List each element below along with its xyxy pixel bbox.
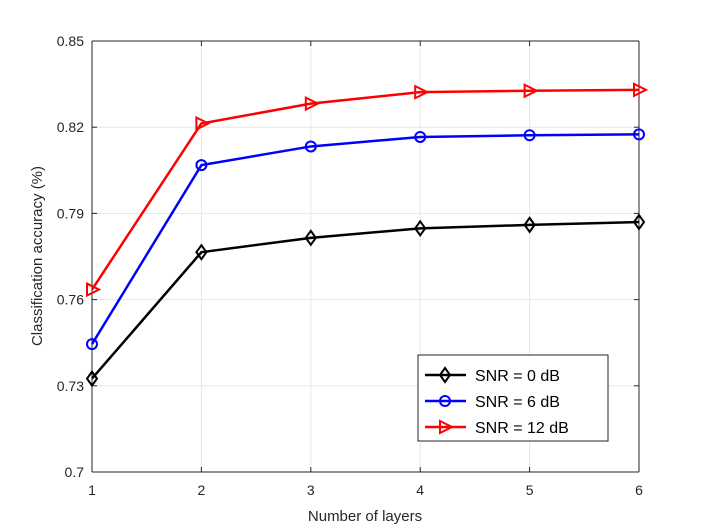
series-line-0 xyxy=(91,220,640,380)
data-point-0-3 xyxy=(413,219,427,238)
series-line-1 xyxy=(90,133,640,345)
series-layer xyxy=(85,82,649,388)
data-point-0-4 xyxy=(523,216,536,234)
data-point-0-0 xyxy=(85,369,99,388)
y-tick-label: 0.7 xyxy=(65,464,85,480)
legend-label-2: SNR = 12 dB xyxy=(475,420,569,437)
data-point-0-1 xyxy=(195,243,208,261)
legend-label-0: SNR = 0 dB xyxy=(475,368,560,385)
data-point-0-2 xyxy=(304,229,318,247)
data-point-2-3 xyxy=(414,84,430,100)
data-point-1-1 xyxy=(195,159,208,172)
data-point-2-1 xyxy=(195,115,211,132)
x-axis-label: Number of layers xyxy=(308,508,422,525)
legend-marker-0 xyxy=(438,366,452,384)
y-tick-label: 0.76 xyxy=(57,292,84,308)
legend-label-1: SNR = 6 dB xyxy=(475,394,560,411)
x-tick-label: 6 xyxy=(635,482,643,498)
data-point-1-5 xyxy=(633,128,645,141)
data-point-0-5 xyxy=(632,213,646,231)
series-2 xyxy=(86,82,649,298)
legend: SNR = 0 dB SNR = 6 dB SNR = 12 dB xyxy=(417,354,609,442)
y-axis-label: Classification accuracy (%) xyxy=(29,166,46,346)
data-point-2-4 xyxy=(523,83,539,99)
series-0 xyxy=(85,213,646,388)
data-point-2-2 xyxy=(304,96,321,112)
data-point-1-2 xyxy=(304,140,317,153)
data-point-1-0 xyxy=(86,338,98,351)
x-axis-ticks: 1 2 3 4 5 6 xyxy=(88,41,643,498)
data-point-2-5 xyxy=(633,82,649,98)
x-tick-label: 1 xyxy=(88,482,96,498)
y-tick-label: 0.82 xyxy=(57,119,84,135)
data-point-2-0 xyxy=(86,281,102,298)
series-line-2 xyxy=(90,88,640,291)
legend-marker-2 xyxy=(439,419,455,435)
y-tick-label: 0.85 xyxy=(57,33,84,49)
axes xyxy=(91,40,640,473)
y-tick-label: 0.73 xyxy=(57,378,84,394)
x-tick-label: 4 xyxy=(416,482,424,498)
data-point-1-4 xyxy=(523,129,536,142)
data-point-1-3 xyxy=(414,130,427,143)
x-tick-label: 3 xyxy=(307,482,315,498)
legend-marker-1 xyxy=(439,395,451,407)
x-tick-label: 5 xyxy=(526,482,534,498)
series-1 xyxy=(86,128,645,351)
y-axis-ticks: 0.7 0.73 0.76 0.79 0.82 0.85 xyxy=(57,33,639,480)
x-tick-label: 2 xyxy=(198,482,206,498)
y-tick-label: 0.79 xyxy=(57,205,84,221)
